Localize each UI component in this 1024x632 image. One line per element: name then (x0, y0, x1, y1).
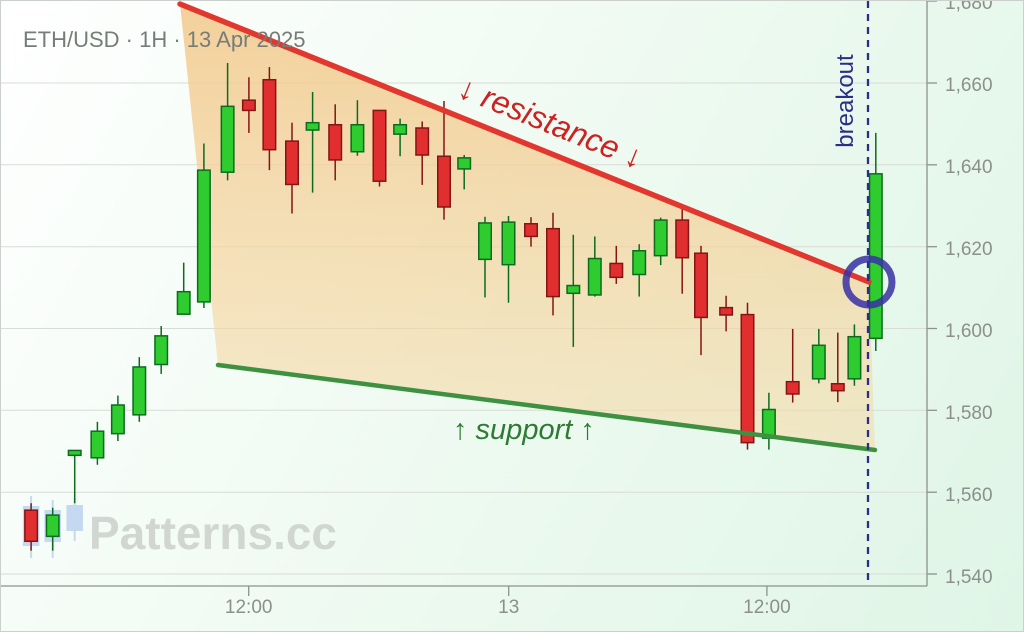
svg-text:1,620: 1,620 (945, 239, 993, 260)
svg-text:breakout: breakout (832, 54, 859, 148)
svg-text:12:00: 12:00 (743, 597, 791, 618)
svg-text:1,600: 1,600 (945, 321, 993, 342)
svg-text:1,560: 1,560 (945, 485, 993, 506)
svg-text:1,640: 1,640 (945, 157, 993, 178)
svg-text:12:00: 12:00 (225, 597, 273, 618)
svg-text:1,680: 1,680 (945, 1, 993, 14)
svg-text:13: 13 (498, 597, 519, 618)
svg-text:1,660: 1,660 (945, 75, 993, 96)
svg-text:↑ support ↑: ↑ support ↑ (453, 414, 595, 446)
svg-text:Patterns.cc: Patterns.cc (89, 507, 337, 559)
svg-text:1,580: 1,580 (945, 403, 993, 424)
svg-text:ETH/USD · 1H · 13 Apr 2025: ETH/USD · 1H · 13 Apr 2025 (23, 27, 305, 52)
svg-text:1,540: 1,540 (945, 567, 993, 588)
